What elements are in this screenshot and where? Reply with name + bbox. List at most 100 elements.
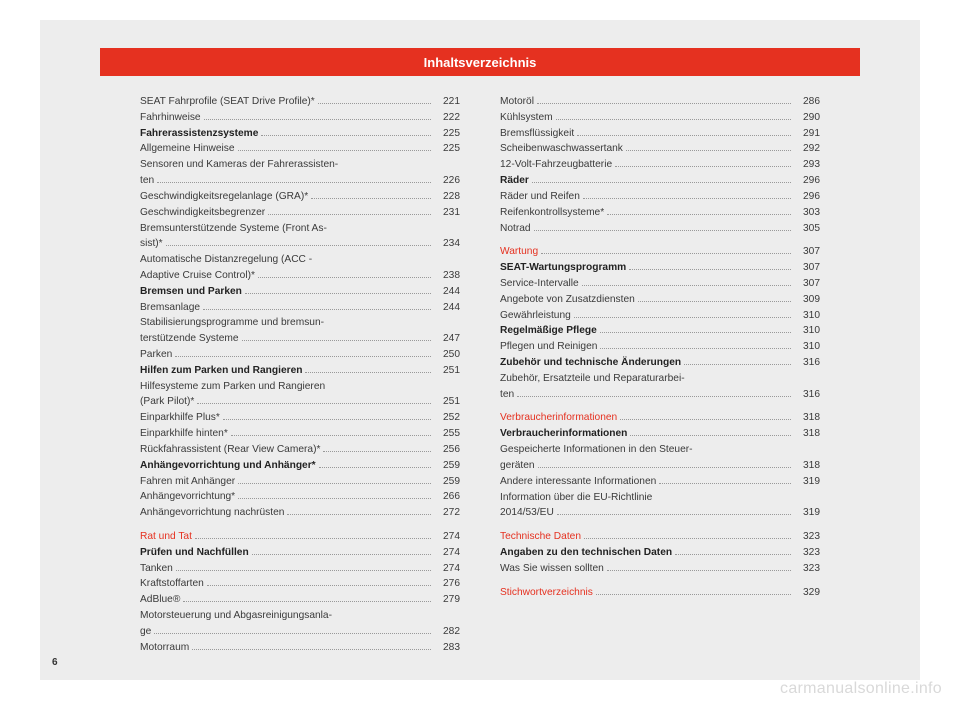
toc-row: Bremsunterstützende Systeme (Front As-: [140, 221, 460, 237]
toc-page: 259: [434, 474, 460, 490]
toc-page: 318: [794, 410, 820, 426]
toc-dots: [534, 230, 791, 231]
toc-row: Hilfesysteme zum Parken und Rangieren: [140, 379, 460, 395]
header-bar: Inhaltsverzeichnis: [100, 48, 860, 76]
toc-page: 307: [794, 260, 820, 276]
toc-row: 2014/53/EU319: [500, 505, 820, 521]
toc-dots: [626, 150, 791, 151]
toc-label: Räder: [500, 173, 529, 189]
toc-dots: [607, 570, 791, 571]
toc-page: 276: [434, 576, 460, 592]
toc-dots: [166, 245, 431, 246]
toc-dots: [659, 483, 791, 484]
toc-label: Automatische Distanzregelung (ACC -: [140, 252, 312, 268]
toc-label: Bremsflüssigkeit: [500, 126, 574, 142]
toc-label: AdBlue®: [140, 592, 180, 608]
toc-dots: [207, 585, 431, 586]
toc-label: Geschwindigkeitsregelanlage (GRA)*: [140, 189, 308, 205]
toc-label: Motorraum: [140, 640, 189, 656]
toc-label: Stabilisierungsprogramme und bremsun-: [140, 315, 324, 331]
toc-page: 292: [794, 141, 820, 157]
toc-row: Prüfen und Nachfüllen274: [140, 545, 460, 561]
toc-page: 318: [794, 426, 820, 442]
toc-dots: [541, 253, 791, 254]
toc-label: Räder und Reifen: [500, 189, 580, 205]
toc-dots: [607, 214, 791, 215]
toc-column-right: Motoröl286Kühlsystem290Bremsflüssigkeit2…: [500, 94, 820, 655]
toc-dots: [154, 633, 431, 634]
toc-row: (Park Pilot)*251: [140, 394, 460, 410]
toc-page: 238: [434, 268, 460, 284]
toc-label: Anhängevorrichtung und Anhänger*: [140, 458, 316, 474]
toc-label: Verbraucherinformationen: [500, 410, 617, 426]
toc-row: Fahren mit Anhänger259: [140, 474, 460, 490]
toc-dots: [596, 594, 791, 595]
toc-page: 274: [434, 529, 460, 545]
toc-label: Wartung: [500, 244, 538, 260]
toc-row: Allgemeine Hinweise225: [140, 141, 460, 157]
toc-row: Motorsteuerung und Abgasreinigungsanla-: [140, 608, 460, 624]
toc-label: Anhängevorrichtung*: [140, 489, 235, 505]
toc-row: Fahrhinweise222: [140, 110, 460, 126]
toc-label: Reifenkontrollsysteme*: [500, 205, 604, 221]
toc-label: Service-Intervalle: [500, 276, 579, 292]
toc-dots: [261, 135, 431, 136]
toc-dots: [582, 285, 791, 286]
toc-row: sist)*234: [140, 236, 460, 252]
toc-page: 296: [794, 189, 820, 205]
toc-label: ten: [140, 173, 154, 189]
toc-row: geräten318: [500, 458, 820, 474]
toc-dots: [311, 198, 431, 199]
toc-dots: [175, 356, 431, 357]
toc-page: 251: [434, 394, 460, 410]
toc-row: Einparkhilfe hinten*255: [140, 426, 460, 442]
toc-dots: [323, 451, 431, 452]
toc-dots: [537, 103, 791, 104]
toc-dots: [242, 340, 431, 341]
toc-dots: [517, 396, 791, 397]
toc-dots: [258, 277, 431, 278]
toc-dots: [684, 364, 791, 365]
toc-row: Anhängevorrichtung* 266: [140, 489, 460, 505]
toc-page: 266: [434, 489, 460, 505]
toc-label: Einparkhilfe hinten*: [140, 426, 228, 442]
toc-row: Gewährleistung310: [500, 308, 820, 324]
page-number: 6: [52, 657, 58, 668]
toc-label: Tanken: [140, 561, 173, 577]
toc-label: Rückfahrassistent (Rear View Camera)*: [140, 442, 320, 458]
toc-label: Parken: [140, 347, 172, 363]
toc-dots: [203, 309, 431, 310]
toc-row: Gespeicherte Informationen in den Steuer…: [500, 442, 820, 458]
toc-dots: [231, 435, 431, 436]
toc-row: Anhängevorrichtung nachrüsten272: [140, 505, 460, 521]
toc-row: Wartung307: [500, 244, 820, 260]
toc-label: Notrad: [500, 221, 531, 237]
toc-page: 290: [794, 110, 820, 126]
toc-page: 319: [794, 474, 820, 490]
toc-row: Regelmäßige Pflege310: [500, 323, 820, 339]
toc-page: 319: [794, 505, 820, 521]
toc-row: Kühlsystem290: [500, 110, 820, 126]
toc-dots: [538, 467, 791, 468]
toc-row: Information über die EU-Richtlinie: [500, 490, 820, 506]
toc-column-left: SEAT Fahrprofile (SEAT Drive Profile)*22…: [140, 94, 460, 655]
toc-dots: [574, 317, 791, 318]
toc-row: Was Sie wissen sollten323: [500, 561, 820, 577]
toc-page: 256: [434, 442, 460, 458]
toc-page: 323: [794, 545, 820, 561]
toc-row: ge282: [140, 624, 460, 640]
toc-page: 259: [434, 458, 460, 474]
toc-page: 286: [794, 94, 820, 110]
toc-label: Gewährleistung: [500, 308, 571, 324]
toc-label: Angaben zu den technischen Daten: [500, 545, 672, 561]
toc-row: Anhängevorrichtung und Anhänger* 259: [140, 458, 460, 474]
toc-row: SEAT-Wartungsprogramm307: [500, 260, 820, 276]
toc-page: 303: [794, 205, 820, 221]
toc-row: Hilfen zum Parken und Rangieren251: [140, 363, 460, 379]
toc-row: Notrad305: [500, 221, 820, 237]
toc-row: Rat und Tat274: [140, 529, 460, 545]
toc-label: 12-Volt-Fahrzeugbatterie: [500, 157, 612, 173]
toc-row: Einparkhilfe Plus*252: [140, 410, 460, 426]
toc-label: Was Sie wissen sollten: [500, 561, 604, 577]
toc-label: Bremsen und Parken: [140, 284, 242, 300]
